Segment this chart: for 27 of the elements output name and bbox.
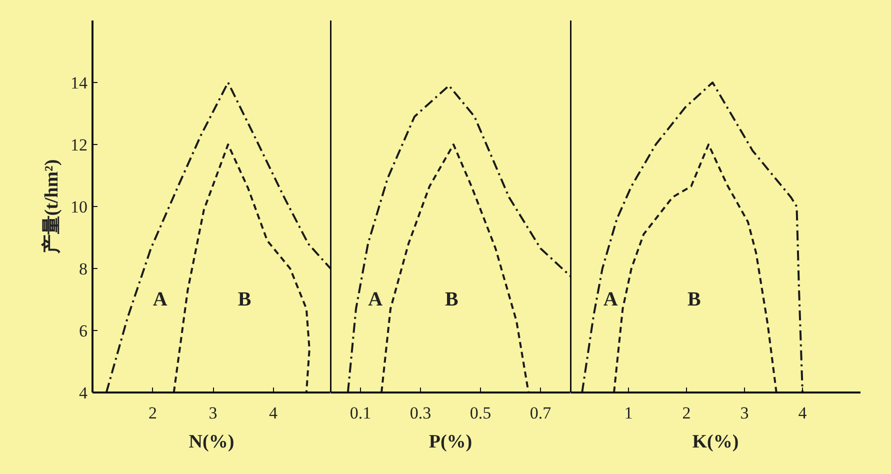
- y-tick-label: 14: [70, 74, 88, 92]
- annotation: A: [603, 288, 618, 310]
- annotation: A: [368, 288, 384, 310]
- x-axis-title: N(%): [188, 432, 234, 452]
- y-tick-label: 10: [70, 198, 88, 216]
- x-tick-label: 0.3: [410, 404, 432, 422]
- x-axis-title: K(%): [692, 432, 739, 452]
- annotation: B: [688, 288, 701, 310]
- annotation: B: [444, 288, 458, 310]
- x-tick-label: 3: [208, 404, 218, 422]
- annotation: A: [152, 288, 168, 310]
- y-axis-title: 产量(t/hm²): [40, 159, 62, 255]
- x-tick-label: 0.7: [530, 404, 552, 422]
- x-tick-label: 1: [624, 404, 633, 422]
- x-tick-label: 3: [740, 404, 749, 422]
- x-tick-label: 2: [148, 404, 158, 422]
- x-tick-label: 0.5: [470, 404, 492, 422]
- y-tick-label: 6: [79, 322, 88, 340]
- x-tick-label: 4: [798, 404, 808, 422]
- x-tick-label: 0.1: [350, 404, 372, 422]
- y-tick-label: 12: [70, 136, 88, 154]
- x-tick-label: 2: [682, 404, 691, 422]
- y-tick-label: 4: [79, 384, 88, 402]
- annotation: B: [238, 288, 252, 310]
- x-axis-title: P(%): [428, 432, 472, 452]
- x-tick-label: 4: [269, 404, 278, 422]
- y-tick-label: 8: [79, 260, 88, 278]
